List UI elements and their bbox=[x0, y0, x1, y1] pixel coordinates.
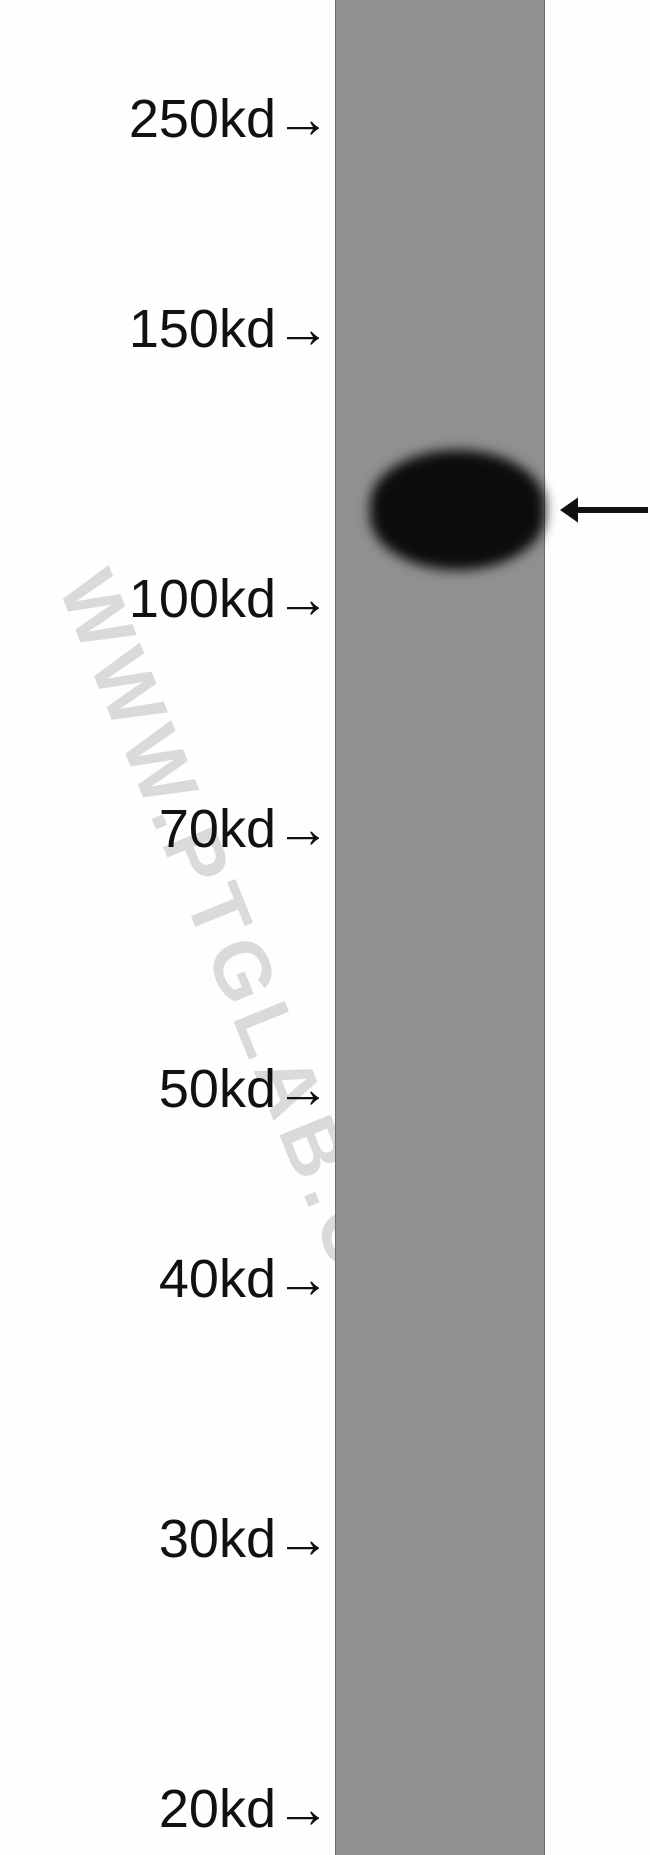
mw-marker-label: 250kd bbox=[129, 89, 276, 149]
gel-lane bbox=[335, 0, 545, 1855]
lane-texture bbox=[336, 0, 544, 1855]
mw-marker-250kd: 250kd→ bbox=[129, 88, 330, 150]
band-pointer-arrow bbox=[560, 490, 650, 530]
mw-marker-label: 40kd bbox=[159, 1249, 276, 1309]
mw-marker-100kd: 100kd→ bbox=[129, 568, 330, 630]
mw-marker-70kd: 70kd→ bbox=[159, 798, 330, 860]
mw-marker-40kd: 40kd→ bbox=[159, 1248, 330, 1310]
arrow-right-icon: → bbox=[276, 1058, 330, 1120]
arrow-right-icon: → bbox=[276, 88, 330, 150]
arrow-right-icon: → bbox=[276, 1778, 330, 1840]
protein-band bbox=[370, 450, 545, 570]
mw-marker-label: 100kd bbox=[129, 569, 276, 629]
arrow-right-icon: → bbox=[276, 298, 330, 360]
mw-marker-label: 50kd bbox=[159, 1059, 276, 1119]
arrow-right-icon: → bbox=[276, 798, 330, 860]
mw-marker-30kd: 30kd→ bbox=[159, 1508, 330, 1570]
mw-marker-label: 20kd bbox=[159, 1779, 276, 1839]
mw-marker-label: 150kd bbox=[129, 299, 276, 359]
blot-container: WWW.PTGLAB.COM 250kd→150kd→100kd→70kd→50… bbox=[0, 0, 650, 1855]
arrow-right-icon: → bbox=[276, 1248, 330, 1310]
arrow-right-icon: → bbox=[276, 568, 330, 630]
mw-marker-label: 70kd bbox=[159, 799, 276, 859]
arrow-right-icon: → bbox=[276, 1508, 330, 1570]
mw-marker-label: 30kd bbox=[159, 1509, 276, 1569]
mw-marker-150kd: 150kd→ bbox=[129, 298, 330, 360]
mw-marker-50kd: 50kd→ bbox=[159, 1058, 330, 1120]
mw-marker-20kd: 20kd→ bbox=[159, 1778, 330, 1840]
